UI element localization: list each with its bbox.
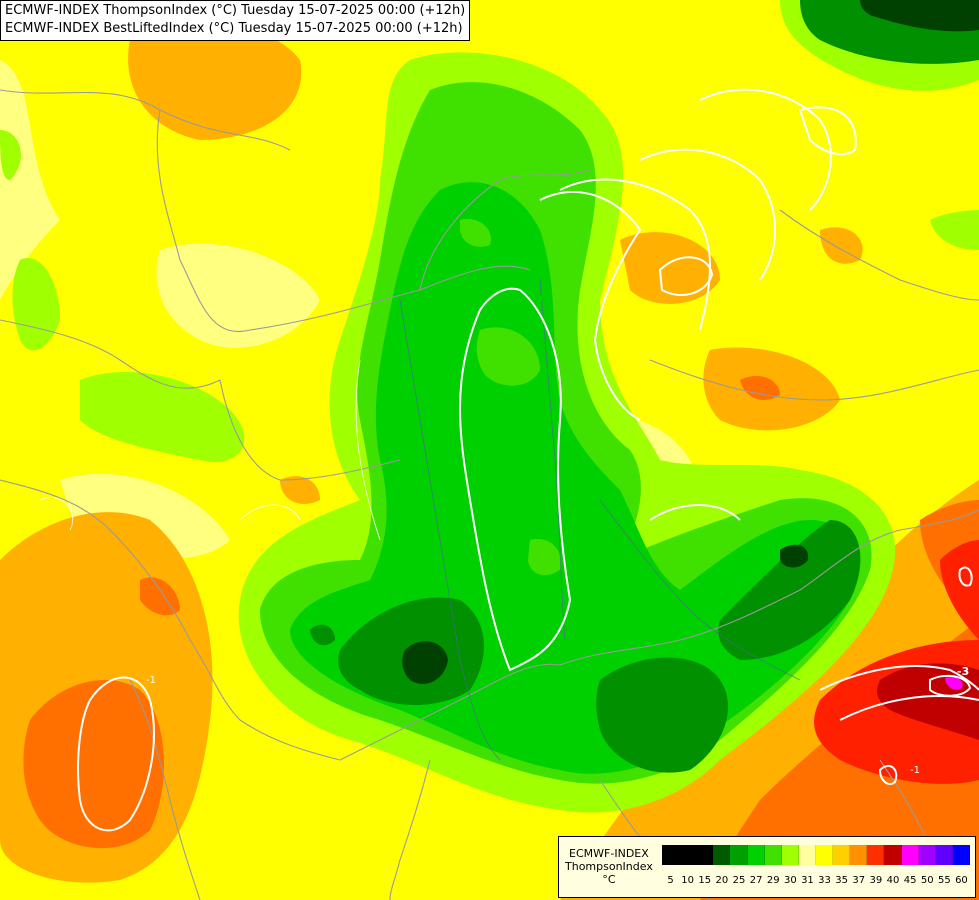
legend-tick-label: 15 (698, 875, 712, 886)
legend-swatch (952, 845, 970, 865)
map-title-box: ECMWF-INDEX ThompsonIndex (°C) Tuesday 1… (0, 0, 471, 41)
legend-tick-label: 25 (732, 875, 746, 886)
legend-swatch (696, 845, 714, 865)
legend-tick-label: 10 (681, 875, 695, 886)
title-thompson-index: ECMWF-INDEX ThompsonIndex (°C) Tuesday 1… (5, 3, 466, 18)
legend-unit: °C (602, 873, 616, 886)
legend-swatch (867, 845, 885, 865)
legend-swatch (850, 845, 868, 865)
contour-label: -1 (146, 675, 156, 686)
legend-parameter: ThompsonIndex (565, 860, 653, 873)
legend-tick-label: 27 (749, 875, 763, 886)
legend-tick-label: 39 (869, 875, 883, 886)
legend-tick-label: 29 (766, 875, 780, 886)
legend-swatch (781, 845, 799, 865)
legend-tick-label: 30 (783, 875, 797, 886)
magenta-zone (945, 676, 963, 690)
legend-tick-label: 35 (835, 875, 849, 886)
legend-swatch (713, 845, 731, 865)
legend-swatch (730, 845, 748, 865)
legend-label: ECMWF-INDEX ThompsonIndex °C (565, 847, 653, 886)
legend-tick-label: 45 (903, 875, 917, 886)
contour-label: -1 (910, 765, 920, 776)
rivers (399, 279, 801, 761)
country-borders (0, 89, 979, 900)
legend-swatch (833, 845, 851, 865)
legend-swatch (884, 845, 902, 865)
legend-tick-label: 31 (801, 875, 814, 886)
legend-swatch (662, 845, 680, 865)
title-best-lifted-index: ECMWF-INDEX BestLiftedIndex (°C) Tuesday… (5, 21, 463, 36)
color-legend: ECMWF-INDEX ThompsonIndex °C 5 10 15 20 25 27… (558, 836, 976, 898)
lifted-index-contours (77, 88, 979, 832)
legend-swatch (747, 845, 765, 865)
legend-swatch (901, 845, 919, 865)
legend-swatch (798, 845, 816, 865)
legend-swatch (918, 845, 936, 865)
legend-tick-label: 55 (937, 875, 951, 886)
legend-model: ECMWF-INDEX (569, 847, 649, 860)
legend-ticks: 5 10 15 20 25 27 29 30 31 33 35 37 39 40 45 50 55 60 (662, 875, 970, 889)
legend-swatch (679, 845, 697, 865)
legend-swatch (935, 845, 953, 865)
legend-tick-label: 5 (667, 875, 674, 886)
legend-tick-label: 20 (715, 875, 729, 886)
contour-label: -3 (957, 665, 969, 678)
legend-color-bar (662, 845, 970, 865)
legend-tick-label: 33 (818, 875, 831, 886)
light-green-patches (460, 219, 561, 576)
legend-swatch (815, 845, 834, 865)
legend-swatch (764, 845, 782, 865)
legend-tick-label: 50 (920, 875, 934, 886)
thin-contours (39, 359, 381, 541)
darkest-green-zones (402, 0, 979, 684)
legend-tick-label: 37 (852, 875, 866, 886)
legend-tick-label: 40 (886, 875, 900, 886)
legend-tick-label: 60 (955, 875, 968, 886)
